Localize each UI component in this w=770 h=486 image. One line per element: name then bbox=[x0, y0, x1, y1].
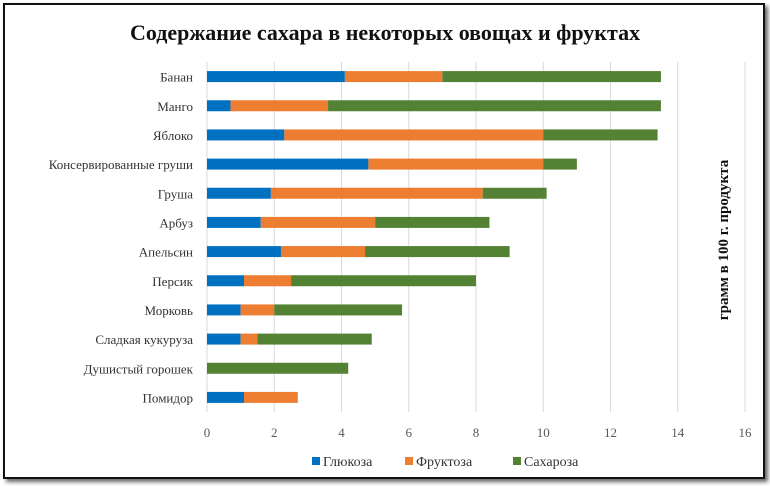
x-tick-label: 12 bbox=[604, 425, 617, 440]
legend-label: Глюкоза bbox=[323, 455, 373, 470]
bar-segment-Фруктоза bbox=[243, 275, 292, 287]
category-label: Консервированные груши bbox=[49, 157, 193, 172]
x-tick-label: 8 bbox=[473, 425, 480, 440]
bar-segment-Сахароза bbox=[365, 246, 510, 258]
legend-swatch bbox=[513, 457, 521, 465]
bar-segment-Сахароза bbox=[291, 275, 476, 287]
bar-segment-Глюкоза bbox=[207, 129, 285, 141]
x-tick-label: 16 bbox=[739, 425, 753, 440]
bar-segment-Фруктоза bbox=[240, 304, 275, 316]
category-labels: Банан Манго Яблоко Консервированные груши Гр… bbox=[49, 70, 194, 406]
bar-segment-Фруктоза bbox=[230, 100, 329, 112]
bar-segment-Сахароза bbox=[257, 333, 372, 345]
bar-segment-Глюкоза bbox=[207, 333, 241, 345]
bar-segment-Сахароза bbox=[543, 129, 658, 141]
bar-segment-Глюкоза bbox=[207, 158, 369, 170]
bar-segment-Фруктоза bbox=[280, 246, 366, 258]
x-tick-label: 14 bbox=[671, 425, 685, 440]
bar-segment-Глюкоза bbox=[207, 216, 261, 228]
bar-segment-Глюкоза bbox=[207, 71, 345, 83]
bar-segment-Фруктоза bbox=[260, 216, 376, 228]
bar-segment-Глюкоза bbox=[207, 187, 271, 199]
bar-segment-Сахароза bbox=[328, 100, 661, 112]
bar-segment-Глюкоза bbox=[207, 246, 281, 258]
legend-swatch bbox=[405, 457, 413, 465]
x-tick-label: 10 bbox=[537, 425, 550, 440]
bar-segment-Фруктоза bbox=[270, 187, 483, 199]
x-tick-label: 2 bbox=[271, 425, 278, 440]
bar-segment-Фруктоза bbox=[344, 71, 443, 83]
x-tick-label: 0 bbox=[204, 425, 211, 440]
category-label: Манго bbox=[157, 99, 193, 114]
bar-segment-Сахароза bbox=[375, 216, 490, 228]
category-label: Яблоко bbox=[153, 128, 193, 143]
bar-segment-Фруктоза bbox=[284, 129, 544, 141]
bar-segment-Фруктоза bbox=[240, 333, 258, 345]
chart-frame bbox=[3, 3, 765, 479]
category-label: Морковь bbox=[145, 303, 194, 318]
category-label: Душистый горошек bbox=[84, 361, 194, 376]
category-label: Апельсин bbox=[139, 245, 193, 260]
category-label: Персик bbox=[152, 274, 193, 289]
x-tick-label: 6 bbox=[406, 425, 413, 440]
bar-segment-Фруктоза bbox=[368, 158, 544, 170]
category-label: Груша bbox=[158, 186, 194, 201]
bar-segment-Сахароза bbox=[207, 362, 349, 374]
category-label: Сладкая кукуруза bbox=[95, 332, 193, 347]
y-axis-label: грамм в 100 г. продукта bbox=[716, 159, 732, 320]
category-label: Помидор bbox=[143, 390, 193, 405]
category-label: Банан bbox=[160, 70, 193, 85]
bars bbox=[207, 71, 661, 403]
bar-segment-Сахароза bbox=[482, 187, 547, 199]
legend-label: Сахароза bbox=[524, 455, 579, 470]
bar-segment-Сахароза bbox=[442, 71, 661, 83]
legend: Глюкоза Фруктоза Сахароза bbox=[312, 455, 579, 470]
bar-segment-Сахароза bbox=[543, 158, 577, 170]
bar-segment-Сахароза bbox=[274, 304, 403, 316]
gridlines bbox=[206, 62, 746, 412]
bar-segment-Фруктоза bbox=[243, 391, 298, 403]
category-label: Арбуз bbox=[159, 215, 193, 230]
x-tick-label: 4 bbox=[338, 425, 345, 440]
bar-segment-Глюкоза bbox=[207, 100, 231, 112]
legend-swatch bbox=[312, 457, 320, 465]
legend-label: Фруктоза bbox=[416, 455, 473, 470]
bar-segment-Глюкоза bbox=[207, 391, 244, 403]
chart-title: Содержание сахара в некоторых овощах и ф… bbox=[130, 20, 640, 45]
bar-segment-Глюкоза bbox=[207, 304, 241, 316]
bar-segment-Глюкоза bbox=[207, 275, 244, 287]
x-tick-labels: 0 2 4 6 8 10 12 14 16 bbox=[204, 425, 752, 440]
